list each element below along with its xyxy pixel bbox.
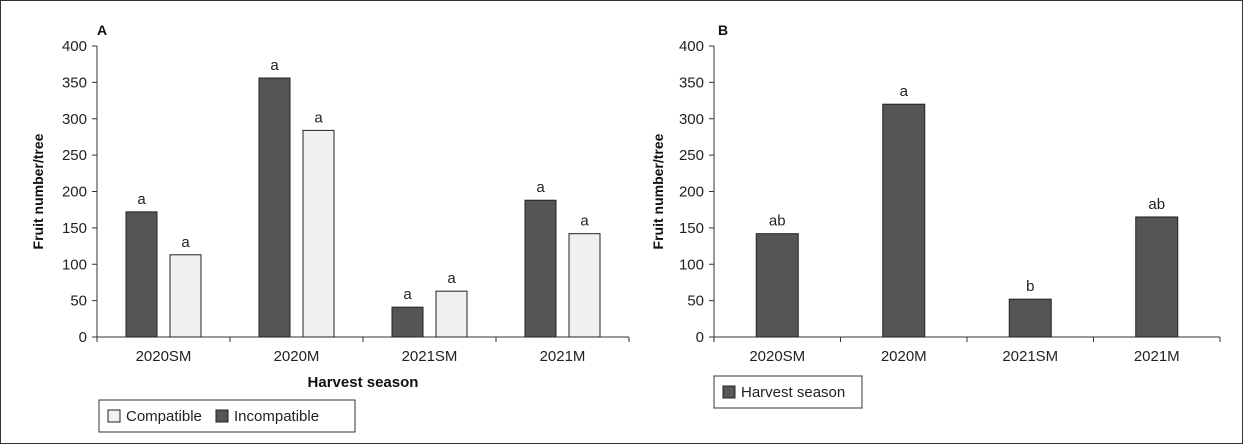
panel-a-y-tick-label: 400 [62,38,87,55]
panel-a-bar-letter-label: a [403,286,412,303]
panel-a-x-axis-label: Harvest season [308,374,419,391]
panel-b-y-tick-label: 300 [679,111,704,128]
panel-a-x-tick-label: 2021SM [402,348,458,365]
panel-b-bar-letter-label: a [900,83,909,100]
panel-a-letter: A [97,22,107,38]
panel-b-bar-letter-label: b [1026,278,1034,295]
panel-b-y-tick-label: 150 [679,220,704,237]
panel-a-bar-compatible [302,129,335,338]
panel-b-bar-harvest-season [1135,216,1179,338]
panel-b-legend-label: Harvest season [741,384,845,401]
panel-b-x-tick-label: 2020SM [749,348,805,365]
panel-a-y-tick-label: 100 [62,256,87,273]
panel-a-bar-letter-label: a [580,213,589,230]
panel-a-bar-letter-label: a [314,109,323,126]
panel-a-x-tick-label: 2020SM [136,348,192,365]
panel-a-bar-letter-label: a [536,179,545,196]
panel-a-y-tick-label: 300 [62,111,87,128]
panel-b-x-tick-label: 2021SM [1002,348,1058,365]
panel-a-legend-label: Compatible [126,408,202,425]
panel-a-y-tick-label: 0 [79,329,87,346]
panel-a-bar-compatible [568,233,601,338]
panel-a-bar-letter-label: a [137,191,146,208]
panel-b-y-axis-label: Fruit number/tree [650,133,666,249]
panel-a-bar-incompatible [524,199,557,338]
panel-b-y-tick-label: 200 [679,184,704,201]
panel-a-y-tick-label: 250 [62,147,87,164]
panel-a-bar-compatible [169,254,202,338]
panel-a-y-tick-label: 200 [62,184,87,201]
panel-b-y-tick-label: 400 [679,38,704,55]
panel-a-bar-letter-label: a [181,234,190,251]
panel-a-bar-incompatible [258,77,291,338]
panel-b-y-tick-label: 0 [696,329,704,346]
panel-a-bar-compatible [435,290,468,338]
panel-a-y-axis-label: Fruit number/tree [30,133,46,249]
panel-a-legend-label: Incompatible [234,408,319,425]
panel-b-legend-box [713,375,863,409]
panel-a-bar-incompatible [125,211,158,338]
panel-b-y-tick-label: 50 [687,293,704,310]
panel-a-bar-incompatible [391,306,424,338]
panel-b-bar-harvest-season [1008,298,1052,338]
panel-b-y-tick-label: 250 [679,147,704,164]
panel-a-x-tick-label: 2021M [540,348,586,365]
panel-b-bar-harvest-season [755,233,799,338]
panel-a-legend-swatch [107,409,121,423]
panel-b-legend-swatch [722,385,736,399]
panel-b-x-tick-label: 2021M [1134,348,1180,365]
panel-a-bar-letter-label: a [270,57,279,74]
panel-a-y-tick-label: 50 [70,293,87,310]
panel-b-bar-harvest-season [882,103,926,338]
panel-a-legend-swatch [215,409,229,423]
panel-a-x-tick-label: 2020M [274,348,320,365]
panel-b-letter: B [718,22,728,38]
panel-b-y-tick-label: 100 [679,256,704,273]
panel-a-y-tick-label: 150 [62,220,87,237]
panel-a-y-tick-label: 350 [62,74,87,91]
panel-b-y-tick-label: 350 [679,74,704,91]
panel-b-bar-letter-label: ab [1148,196,1165,213]
panel-b-x-tick-label: 2020M [881,348,927,365]
panel-a-bar-letter-label: a [447,270,456,287]
panel-b-bar-letter-label: ab [769,213,786,230]
